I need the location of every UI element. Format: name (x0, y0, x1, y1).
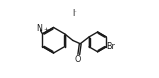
Text: Br: Br (107, 42, 115, 51)
Text: O: O (75, 55, 81, 64)
Text: +: + (43, 27, 49, 32)
Text: N: N (36, 24, 42, 33)
Text: ⁻: ⁻ (74, 10, 77, 15)
Text: I: I (73, 9, 75, 18)
